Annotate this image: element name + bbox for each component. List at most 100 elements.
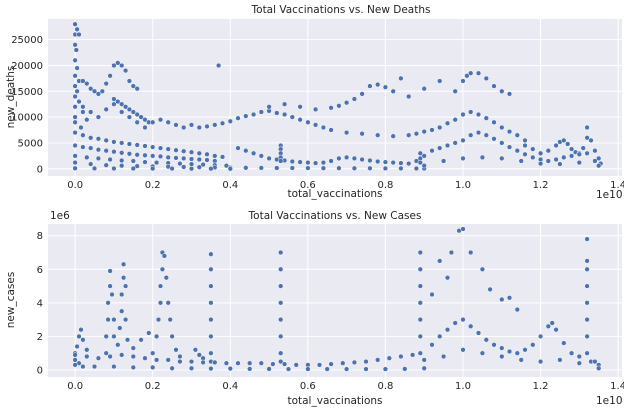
data-point — [235, 360, 241, 366]
data-point — [84, 347, 90, 353]
data-point — [130, 345, 136, 351]
data-point — [188, 365, 195, 371]
data-point — [491, 119, 497, 125]
data-point — [437, 124, 443, 131]
data-point — [72, 104, 78, 110]
data-point — [278, 158, 284, 164]
data-point — [584, 333, 590, 340]
data-point — [72, 114, 78, 120]
data-point — [196, 150, 202, 156]
data-point — [72, 153, 78, 159]
data-point — [138, 114, 144, 120]
data-point — [351, 359, 358, 366]
data-point — [592, 148, 598, 154]
data-point — [367, 165, 373, 171]
data-point — [115, 342, 121, 348]
data-point — [328, 158, 334, 164]
data-point — [530, 146, 536, 152]
x-tick-label: 0.4 — [222, 180, 238, 191]
data-point — [464, 73, 470, 79]
data-point — [72, 73, 78, 79]
data-point — [122, 283, 129, 289]
data-point — [483, 337, 489, 343]
data-point — [122, 316, 129, 323]
data-point — [499, 296, 505, 303]
data-point — [208, 283, 214, 289]
data-point — [181, 124, 187, 131]
data-point — [150, 153, 156, 159]
data-point — [429, 291, 435, 298]
data-point — [119, 109, 125, 115]
data-point — [119, 140, 125, 146]
data-point — [107, 353, 113, 360]
y-tick-label: 6 — [37, 265, 43, 276]
data-point — [561, 340, 567, 346]
data-point — [584, 258, 590, 264]
data-point — [340, 360, 346, 366]
data-point — [565, 141, 571, 147]
data-point — [359, 91, 365, 97]
y-tick-labels: 0 5000 10000 15000 20000 25000 — [11, 35, 43, 175]
data-point — [293, 362, 299, 368]
data-point — [243, 165, 249, 171]
data-point — [115, 60, 121, 66]
data-point — [440, 353, 447, 360]
data-point — [592, 158, 598, 164]
data-point — [122, 104, 129, 110]
data-point — [417, 266, 423, 272]
data-point — [84, 154, 90, 161]
data-point — [177, 353, 183, 360]
data-point — [336, 103, 342, 109]
data-point — [514, 306, 520, 313]
data-point — [278, 316, 284, 323]
cases-scatter-panel: Total Vaccinations vs. New Cases 0.0 0.2 0… — [5, 210, 624, 407]
data-point — [134, 86, 140, 92]
data-point — [382, 159, 389, 165]
data-point — [250, 150, 257, 156]
data-point — [491, 136, 497, 142]
data-point — [584, 316, 590, 323]
data-point — [351, 165, 358, 171]
data-point — [549, 320, 555, 326]
data-point — [278, 333, 284, 340]
data-point — [297, 104, 303, 110]
data-point — [343, 366, 350, 372]
data-point — [514, 132, 520, 138]
data-point — [522, 151, 528, 157]
y-tick-label: 8 — [37, 231, 43, 242]
data-point — [103, 333, 109, 340]
data-point — [95, 136, 102, 142]
data-point — [312, 122, 319, 128]
data-point — [328, 127, 334, 133]
x-tick-label: 0.2 — [145, 381, 161, 392]
data-point — [157, 283, 164, 289]
data-point — [72, 57, 78, 63]
data-point — [111, 316, 117, 323]
x-tick-label: 0.2 — [145, 180, 161, 191]
data-point — [518, 158, 524, 164]
data-point — [80, 78, 86, 84]
data-point — [483, 132, 489, 138]
data-point — [305, 165, 311, 171]
x-tick-labels: 0.0 0.2 0.4 0.6 0.8 1.0 1.2 1.4 — [67, 180, 624, 191]
data-point — [188, 122, 195, 128]
data-point — [460, 226, 466, 232]
data-point — [545, 323, 551, 329]
data-points — [72, 226, 602, 372]
data-point — [111, 149, 117, 155]
data-point — [452, 140, 458, 146]
data-point — [227, 365, 233, 372]
data-point — [88, 161, 94, 167]
data-point — [103, 137, 109, 144]
data-point — [80, 144, 86, 150]
data-point — [258, 360, 264, 366]
data-point — [266, 366, 272, 372]
data-point — [119, 101, 125, 107]
y-axis-label: new_deaths — [5, 66, 17, 129]
data-point — [506, 144, 513, 150]
chart-title: Total Vaccinations vs. New Deaths — [251, 4, 431, 16]
data-point — [343, 129, 350, 136]
data-point — [167, 316, 173, 323]
data-point — [219, 154, 226, 160]
